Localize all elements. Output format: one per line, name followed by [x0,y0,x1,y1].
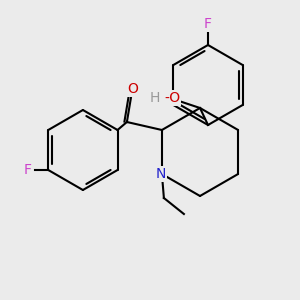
Text: H: H [150,91,160,105]
Text: F: F [23,163,31,177]
Text: N: N [156,167,166,181]
Text: F: F [204,17,212,31]
Text: O: O [128,82,138,96]
Text: -O: -O [164,91,180,105]
